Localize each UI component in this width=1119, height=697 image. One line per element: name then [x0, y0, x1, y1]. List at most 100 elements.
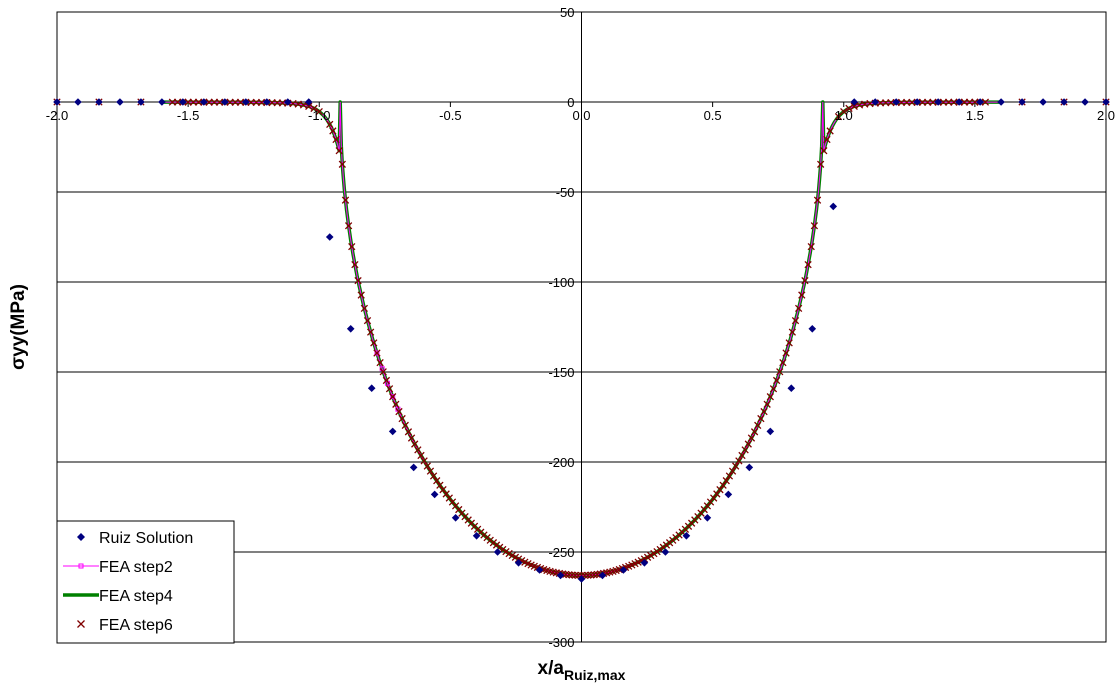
- legend-symbol-step6: [77, 620, 85, 628]
- ruiz-point: [892, 98, 900, 106]
- ruiz-point: [95, 98, 103, 106]
- ruiz-point: [283, 98, 292, 106]
- y-axis-title: σyy(MPa): [8, 284, 29, 370]
- fea-step6-point: [769, 385, 778, 393]
- ruiz-point: [53, 98, 61, 106]
- ruiz-point: [409, 463, 418, 472]
- fea-step6-point: [810, 222, 819, 230]
- fea-step6-point: [357, 291, 365, 299]
- fea-step6-point: [798, 291, 806, 299]
- fea-step6-point: [315, 107, 323, 116]
- fea-step6-point: [782, 349, 790, 357]
- fea-step6-point: [329, 127, 337, 135]
- fea-step6-point: [194, 98, 203, 106]
- fea-step6-point: [722, 477, 730, 485]
- fea-step6-point: [442, 490, 450, 498]
- legend-label-step2: FEA step2: [99, 559, 173, 576]
- legend-item-step6: FEA step6: [77, 617, 173, 634]
- fea-step2-point: [390, 394, 396, 400]
- series-layer: [53, 98, 1110, 583]
- fea-step6-point: [653, 547, 661, 556]
- ruiz-point: [179, 98, 187, 106]
- fea-step6-point: [971, 98, 979, 106]
- x-tick-label: -0.5: [439, 108, 461, 123]
- fea-step6-point: [719, 481, 727, 489]
- ruiz-point: [1102, 98, 1110, 106]
- y-tick-label: -100: [548, 275, 574, 290]
- fea-step6-point: [918, 98, 927, 106]
- fea-step6-point: [929, 98, 937, 106]
- legend-box: [56, 520, 235, 644]
- fea-step6-point: [395, 407, 403, 416]
- ruiz-point: [976, 98, 984, 106]
- ruiz-point: [787, 384, 796, 392]
- ruiz-point: [577, 575, 586, 583]
- ruiz-point: [808, 325, 817, 333]
- fea-step6-point: [738, 451, 746, 460]
- fea-step6-point: [713, 490, 721, 498]
- fea-step6-point: [215, 98, 224, 106]
- fea-step6-point: [750, 428, 759, 436]
- legend-label-ruiz: Ruiz Solution: [99, 530, 193, 547]
- ruiz-point: [388, 427, 397, 436]
- fea-step6-point: [903, 98, 911, 107]
- fea-step6-point: [801, 276, 809, 285]
- ruiz-point: [200, 98, 208, 106]
- fea-step6-point: [965, 98, 974, 106]
- y-tick-label: -200: [548, 455, 574, 470]
- fea-step6-point: [785, 339, 793, 347]
- fea-step6-point: [210, 98, 219, 106]
- ruiz-point: [1018, 98, 1026, 106]
- fea-step6-point: [433, 477, 441, 485]
- tick-label-layer: -2.0 -1.5 -1.0 -0.5 0.0 0.5 1.0 1.5 2.0 50 0 -50 -10…: [46, 5, 1115, 650]
- legend-diamond-marker: [77, 533, 85, 541]
- fea-step6-point: [411, 440, 419, 448]
- ruiz-point: [598, 571, 607, 580]
- fea-step6-point: [420, 457, 428, 465]
- fea-step6-point: [772, 376, 781, 385]
- fea-step6-point: [392, 400, 400, 408]
- fea-step6-point: [184, 98, 192, 106]
- ruiz-point: [934, 98, 942, 106]
- fea-step6-point: [981, 98, 990, 106]
- x-tick-label: -1.0: [308, 108, 330, 123]
- x-tick-label: 1.0: [835, 108, 853, 123]
- fea-step6-point: [376, 358, 384, 367]
- legend-symbol-step2: [63, 563, 99, 569]
- ruiz-point: [493, 548, 502, 556]
- fea-step6-point: [366, 328, 375, 336]
- fea-step6-point: [305, 102, 313, 111]
- legend-item-ruiz: Ruiz Solution: [77, 530, 193, 547]
- fea-step6-point: [379, 368, 387, 376]
- fea-step6-point: [897, 98, 906, 107]
- fea-step6-point: [370, 339, 378, 347]
- fea-step6-point: [757, 414, 765, 423]
- legend-label-step4: FEA step4: [99, 588, 173, 605]
- fea-step6-point: [850, 102, 858, 111]
- ruiz-point: [766, 427, 775, 436]
- fea-step6-point: [732, 462, 740, 470]
- fea-step6-point: [788, 328, 797, 336]
- legend-item-step2: FEA step2: [63, 559, 173, 576]
- legend-item-step4: FEA step4: [63, 588, 173, 605]
- fea-step2-point: [374, 350, 380, 356]
- fea-step6-point: [571, 571, 579, 579]
- ruiz-point: [619, 566, 628, 574]
- ruiz-point: [556, 571, 565, 580]
- ruiz-point: [325, 233, 334, 241]
- fea-step6-point: [813, 196, 822, 204]
- ruiz-point: [1039, 98, 1047, 106]
- fea-step6-point: [817, 160, 825, 168]
- fea-step6-point: [766, 393, 774, 401]
- fea-step6-point: [747, 434, 756, 442]
- ruiz-point: [304, 98, 313, 106]
- fea-step6-point: [401, 421, 409, 429]
- ruiz-point: [367, 384, 376, 392]
- fea-step6-point: [360, 304, 369, 313]
- fea-step6-point: [344, 222, 353, 230]
- fea-step6-point: [252, 98, 260, 107]
- y-tick-label: -150: [548, 365, 574, 380]
- legend-label-step6: FEA step6: [99, 617, 173, 634]
- legend-x-marker: [77, 620, 85, 628]
- fea-step6-point: [710, 494, 718, 502]
